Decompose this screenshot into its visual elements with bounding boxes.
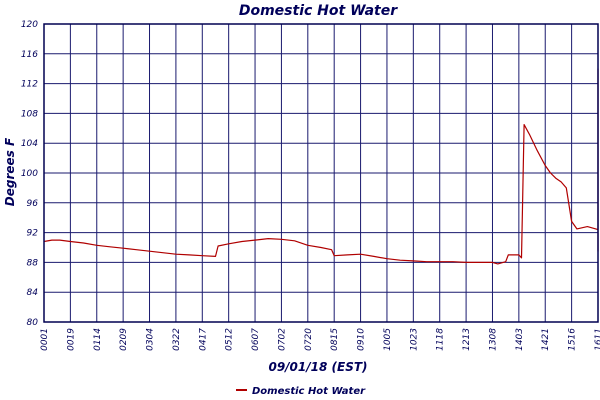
x-tick-label: 1403 xyxy=(515,328,525,351)
x-tick-label: 0720 xyxy=(304,328,314,351)
x-tick-label: 0209 xyxy=(119,328,129,351)
x-tick-label: 0001 xyxy=(40,328,50,351)
y-tick-label: 108 xyxy=(21,109,38,119)
x-tick-label: 0304 xyxy=(146,328,156,351)
x-tick-label: 0512 xyxy=(225,328,235,351)
y-axis-label: Degrees F xyxy=(3,137,17,206)
x-tick-label: 0910 xyxy=(357,328,367,351)
x-tick-label: 1611 xyxy=(594,328,600,351)
y-tick-label: 92 xyxy=(27,229,39,239)
x-axis-label: 09/01/18 (EST) xyxy=(268,360,367,374)
x-tick-label: 1213 xyxy=(462,328,472,351)
y-tick-label: 104 xyxy=(21,139,38,149)
y-tick-label: 100 xyxy=(21,169,38,179)
y-tick-label: 116 xyxy=(21,50,38,60)
x-tick-label: 1118 xyxy=(436,328,446,351)
y-tick-label: 120 xyxy=(21,20,38,30)
y-tick-labels: 80 84 88 92 96 100 104 108 112 116 120 xyxy=(21,20,38,328)
series-layer xyxy=(43,68,599,265)
y-tick-label: 112 xyxy=(21,80,38,90)
legend-label: Domestic Hot Water xyxy=(252,386,366,397)
x-tick-label: 0702 xyxy=(277,328,287,351)
x-tick-label: 1005 xyxy=(383,328,393,351)
x-tick-label: 0114 xyxy=(93,328,103,351)
x-tick-label: 0815 xyxy=(330,328,340,351)
x-tick-label: 0019 xyxy=(66,328,76,351)
x-tick-label: 1308 xyxy=(488,328,498,351)
chart-title: Domestic Hot Water xyxy=(239,3,398,19)
x-tick-label: 1421 xyxy=(541,328,551,351)
x-tick-label: 0322 xyxy=(172,328,182,351)
grid xyxy=(43,23,599,323)
x-tick-labels: 0001 0019 0114 0209 0304 0322 0417 0512 0607 0702… xyxy=(40,328,600,351)
y-tick-label: 96 xyxy=(27,199,39,209)
legend: Domestic Hot Water xyxy=(236,386,366,397)
series-line-domestic-hot-water xyxy=(43,68,599,265)
y-tick-label: 80 xyxy=(27,318,39,328)
x-tick-label: 0607 xyxy=(251,328,261,351)
x-tick-label: 1023 xyxy=(409,328,419,351)
x-tick-label: 0417 xyxy=(198,328,208,351)
x-tick-label: 1516 xyxy=(568,328,578,351)
plot-frame xyxy=(43,23,599,323)
y-tick-label: 84 xyxy=(27,288,39,298)
y-tick-label: 88 xyxy=(27,258,39,268)
